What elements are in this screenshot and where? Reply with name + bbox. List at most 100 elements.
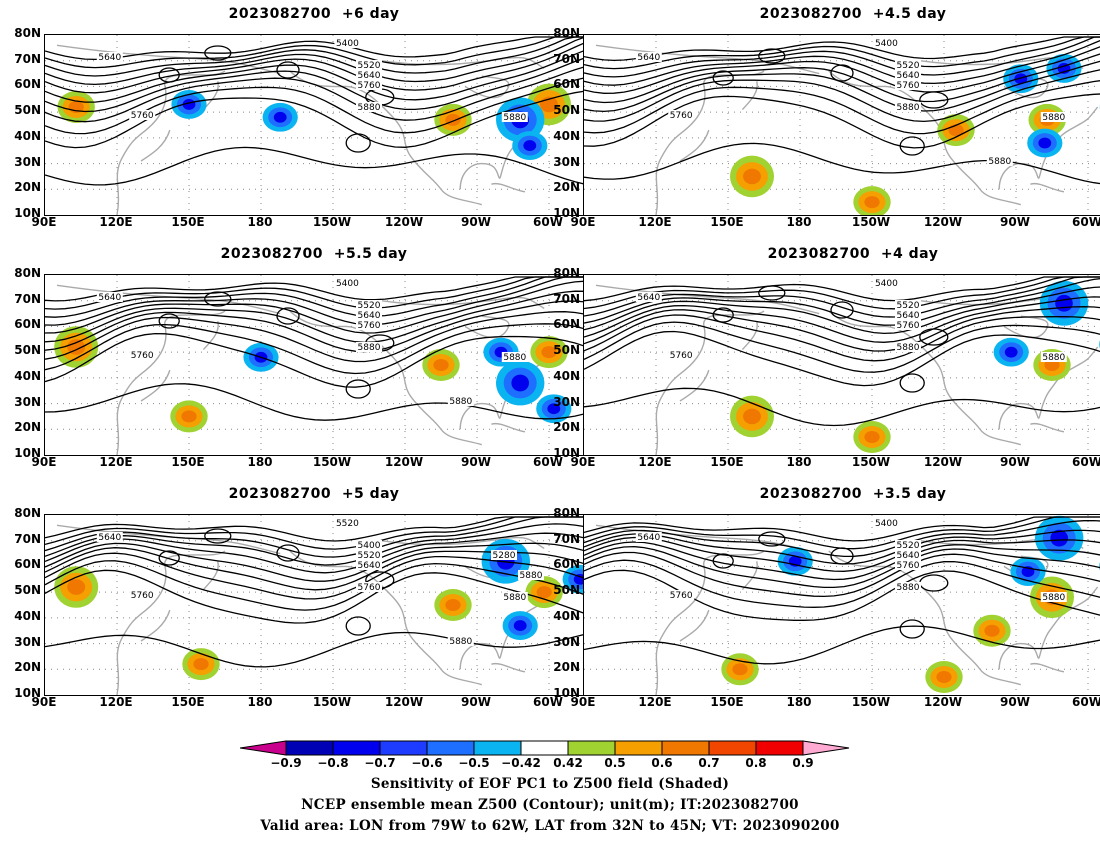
contour-label-bg bbox=[1040, 112, 1067, 122]
contour-line bbox=[584, 306, 1100, 352]
contour-line bbox=[45, 532, 585, 574]
lon-tick-label: 120E bbox=[99, 455, 133, 469]
contour-label-bg bbox=[501, 592, 528, 602]
contour-line bbox=[584, 314, 1100, 362]
contour-line bbox=[584, 330, 1100, 387]
lat-tick-label: 80N bbox=[14, 506, 41, 520]
lat-tick-label: 60N bbox=[14, 317, 41, 332]
panel-title: 2023082700 +6 day bbox=[228, 6, 400, 22]
contour-line bbox=[45, 42, 585, 94]
contour-label-bg bbox=[334, 278, 361, 288]
lon-tick-label: 60W bbox=[1072, 215, 1100, 229]
contour-label: 5400 bbox=[875, 519, 898, 529]
lat-tick-label: 30N bbox=[14, 154, 41, 169]
contour-line bbox=[584, 569, 1100, 621]
contour-label: 5760 bbox=[131, 111, 154, 121]
lat-tick-label: 70N bbox=[553, 291, 580, 306]
contour-closed-cell bbox=[899, 619, 925, 639]
positive-sensitivity-region bbox=[181, 410, 197, 423]
coastline bbox=[998, 586, 1099, 670]
positive-sensitivity-region bbox=[445, 113, 461, 126]
panel-title: 2023082700 +5.5 day bbox=[220, 246, 408, 262]
contour-label: 5880 bbox=[1042, 113, 1065, 123]
contour-label-bg bbox=[356, 70, 382, 80]
contour-label: 5640 bbox=[897, 71, 920, 81]
contour-label: 5880 bbox=[358, 103, 381, 113]
contour-label: 5880 bbox=[449, 397, 472, 407]
negative-sensitivity-region bbox=[1055, 294, 1073, 312]
colorbar-tick-label: 0.42 bbox=[553, 756, 583, 770]
contour-closed-cell bbox=[830, 64, 854, 82]
lon-tick-label: 150W bbox=[312, 695, 352, 709]
colorbar-tick-label: 0.9 bbox=[792, 756, 814, 770]
contour-closed-cell bbox=[276, 307, 300, 325]
contour-label-bg bbox=[356, 540, 382, 550]
sensitivity-shading bbox=[730, 280, 1100, 453]
contour-line bbox=[45, 323, 585, 375]
coastline bbox=[741, 561, 758, 591]
lat-tick-label: 80N bbox=[553, 266, 580, 280]
map-panel: 2023082700 +4 day 5400 5520 5640 5640 5760 576… bbox=[553, 246, 1100, 486]
contour-label-bg bbox=[895, 320, 921, 330]
contour-line bbox=[584, 551, 1100, 598]
map-plot-area: 5520 5400 5520 5640 5640 5760 5760 5880 5880 5880… bbox=[44, 514, 586, 696]
lat-tick-label: 40N bbox=[14, 128, 41, 143]
lat-tick-label: 30N bbox=[553, 394, 580, 409]
map-plot-area: 5400 5520 5640 5640 5760 5760 5880 5880 5880 bbox=[583, 34, 1100, 216]
contour-label-bg bbox=[635, 52, 662, 62]
contour-label: 5880 bbox=[358, 343, 381, 353]
contour-closed-cell bbox=[345, 379, 371, 399]
lon-tick-label: 120E bbox=[99, 215, 133, 229]
contour-line-subtropical bbox=[45, 631, 585, 668]
lon-tick-label: 60W bbox=[533, 455, 563, 469]
lat-tick-label: 70N bbox=[14, 531, 41, 546]
contour-line bbox=[584, 278, 1100, 326]
contour-line bbox=[45, 552, 585, 600]
contour-label-bg bbox=[895, 300, 921, 310]
lon-tick-label: 180 bbox=[247, 455, 273, 469]
coastline bbox=[289, 310, 483, 446]
coastline bbox=[202, 561, 219, 591]
contour-label-bg bbox=[986, 156, 1013, 166]
coastline bbox=[595, 44, 820, 75]
contour-label-bg bbox=[356, 60, 382, 70]
lon-tick-label: 60W bbox=[533, 695, 563, 709]
contour-line bbox=[584, 559, 1100, 608]
lon-tick-label: 60W bbox=[533, 215, 563, 229]
lat-tick-label: 40N bbox=[553, 368, 580, 383]
lon-tick-label: 180 bbox=[247, 215, 273, 229]
lat-tick-label: 50N bbox=[14, 583, 41, 598]
lat-tick-label: 20N bbox=[14, 180, 41, 195]
lat-tick-label: 20N bbox=[553, 180, 580, 195]
contour-label: 5760 bbox=[358, 81, 381, 91]
lat-tick-label: 70N bbox=[553, 531, 580, 546]
contour-line-subtropical bbox=[45, 146, 585, 186]
contour-label-bg bbox=[873, 38, 900, 48]
lat-tick-label: 10N bbox=[553, 686, 580, 700]
contour-label-bg bbox=[356, 582, 382, 592]
contour-line bbox=[45, 290, 585, 344]
positive-sensitivity-region bbox=[743, 168, 761, 185]
colorbar-tick-label: −0.8 bbox=[317, 756, 349, 770]
contour-closed-cell bbox=[276, 544, 300, 562]
lat-tick-label: 80N bbox=[14, 26, 41, 40]
lat-tick-label: 20N bbox=[14, 420, 41, 435]
contour-label-bg bbox=[895, 582, 921, 592]
contour-line bbox=[45, 276, 585, 318]
lat-tick-label: 80N bbox=[14, 266, 41, 280]
coastline bbox=[491, 182, 526, 193]
coastline bbox=[116, 310, 226, 455]
contour-label-bg bbox=[873, 518, 900, 528]
coastline bbox=[491, 422, 526, 433]
contour-line bbox=[584, 93, 1100, 149]
contour-label: 5520 bbox=[336, 519, 359, 529]
lon-tick-label: 150E bbox=[171, 455, 205, 469]
contour-label-bg bbox=[334, 38, 361, 48]
panel-title: 2023082700 +4 day bbox=[767, 246, 939, 262]
lon-tick-label: 120E bbox=[638, 695, 672, 709]
lat-tick-label: 70N bbox=[14, 291, 41, 306]
lon-tick-label: 90W bbox=[1000, 695, 1030, 709]
lat-tick-label: 20N bbox=[553, 660, 580, 675]
